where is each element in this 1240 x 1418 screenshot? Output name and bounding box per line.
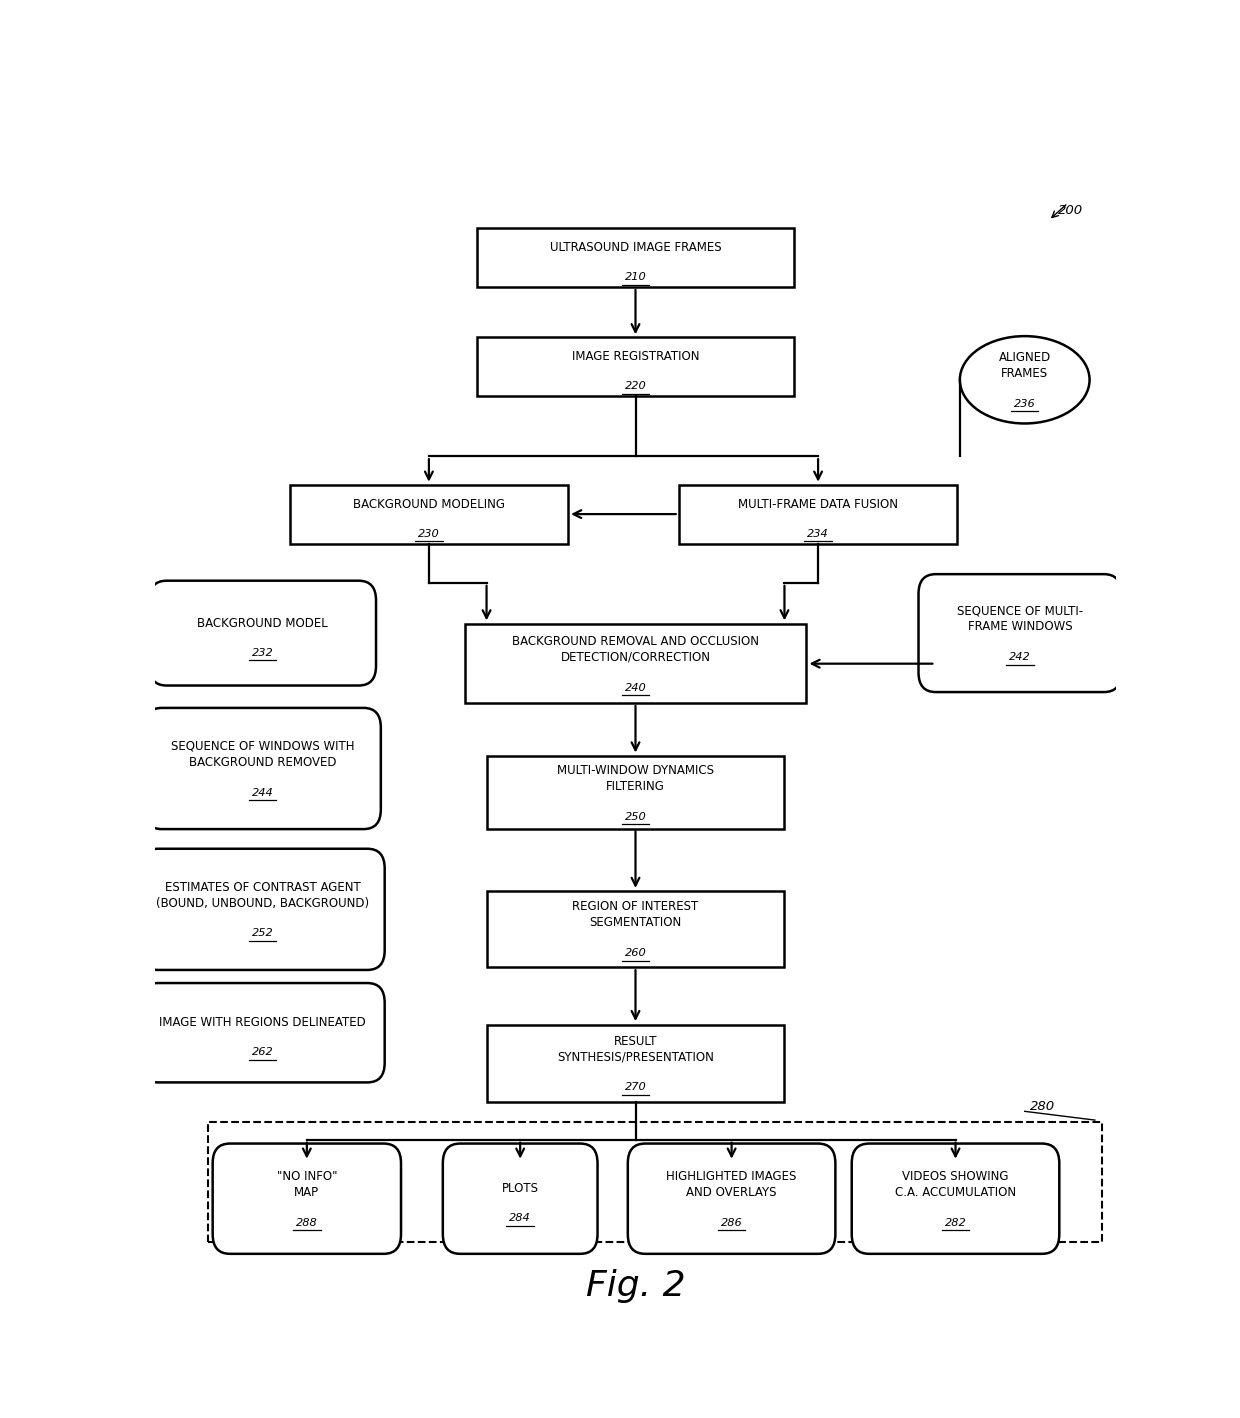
FancyBboxPatch shape xyxy=(627,1143,836,1254)
Text: SEQUENCE OF MULTI-
FRAME WINDOWS: SEQUENCE OF MULTI- FRAME WINDOWS xyxy=(957,604,1083,634)
Text: MULTI-WINDOW DYNAMICS
FILTERING: MULTI-WINDOW DYNAMICS FILTERING xyxy=(557,764,714,793)
FancyBboxPatch shape xyxy=(213,1143,401,1254)
Text: 280: 280 xyxy=(1029,1100,1055,1113)
Text: HIGHLIGHTED IMAGES
AND OVERLAYS: HIGHLIGHTED IMAGES AND OVERLAYS xyxy=(666,1170,797,1200)
Text: PLOTS: PLOTS xyxy=(502,1183,538,1195)
FancyBboxPatch shape xyxy=(140,983,384,1082)
Text: 284: 284 xyxy=(510,1214,531,1224)
Text: 236: 236 xyxy=(1014,398,1035,408)
Bar xyxy=(486,891,785,967)
Text: 286: 286 xyxy=(720,1218,743,1228)
Text: 262: 262 xyxy=(252,1048,274,1058)
Text: 260: 260 xyxy=(625,949,646,959)
Text: ALIGNED
FRAMES: ALIGNED FRAMES xyxy=(998,352,1050,380)
Text: 242: 242 xyxy=(1009,652,1030,662)
Text: ULTRASOUND IMAGE FRAMES: ULTRASOUND IMAGE FRAMES xyxy=(549,241,722,254)
FancyBboxPatch shape xyxy=(443,1143,598,1254)
FancyBboxPatch shape xyxy=(149,581,376,685)
Text: 252: 252 xyxy=(252,929,274,939)
Text: Fig. 2: Fig. 2 xyxy=(585,1269,686,1303)
Text: 282: 282 xyxy=(945,1218,966,1228)
Text: BACKGROUND MODELING: BACKGROUND MODELING xyxy=(353,498,505,510)
Text: 288: 288 xyxy=(296,1218,317,1228)
FancyBboxPatch shape xyxy=(144,708,381,830)
Ellipse shape xyxy=(960,336,1090,424)
Bar xyxy=(486,1025,785,1102)
Text: 200: 200 xyxy=(1058,204,1084,217)
Text: 220: 220 xyxy=(625,381,646,391)
Text: SEQUENCE OF WINDOWS WITH
BACKGROUND REMOVED: SEQUENCE OF WINDOWS WITH BACKGROUND REMO… xyxy=(171,740,355,769)
Bar xyxy=(477,228,794,286)
Text: 244: 244 xyxy=(252,787,274,797)
FancyBboxPatch shape xyxy=(919,574,1121,692)
Text: BACKGROUND REMOVAL AND OCCLUSION
DETECTION/CORRECTION: BACKGROUND REMOVAL AND OCCLUSION DETECTI… xyxy=(512,635,759,664)
Bar xyxy=(678,485,957,543)
Text: RESULT
SYNTHESIS/PRESENTATION: RESULT SYNTHESIS/PRESENTATION xyxy=(557,1035,714,1064)
Bar xyxy=(208,1122,1101,1242)
Text: BACKGROUND MODEL: BACKGROUND MODEL xyxy=(197,617,329,630)
FancyBboxPatch shape xyxy=(140,849,384,970)
Text: IMAGE WITH REGIONS DELINEATED: IMAGE WITH REGIONS DELINEATED xyxy=(159,1017,366,1029)
Bar xyxy=(486,756,785,828)
Bar xyxy=(465,624,806,703)
Text: "NO INFO"
MAP: "NO INFO" MAP xyxy=(277,1170,337,1200)
Text: IMAGE REGISTRATION: IMAGE REGISTRATION xyxy=(572,350,699,363)
Text: 250: 250 xyxy=(625,811,646,821)
Text: VIDEOS SHOWING
C.A. ACCUMULATION: VIDEOS SHOWING C.A. ACCUMULATION xyxy=(895,1170,1016,1200)
Text: 232: 232 xyxy=(252,648,274,658)
Text: ESTIMATES OF CONTRAST AGENT
(BOUND, UNBOUND, BACKGROUND): ESTIMATES OF CONTRAST AGENT (BOUND, UNBO… xyxy=(156,881,370,910)
Text: 234: 234 xyxy=(807,529,830,539)
Text: 230: 230 xyxy=(418,529,440,539)
Text: 240: 240 xyxy=(625,682,646,693)
Text: 270: 270 xyxy=(625,1082,646,1092)
FancyBboxPatch shape xyxy=(852,1143,1059,1254)
Text: MULTI-FRAME DATA FUSION: MULTI-FRAME DATA FUSION xyxy=(738,498,898,510)
Bar xyxy=(289,485,568,543)
Text: 210: 210 xyxy=(625,272,646,282)
Text: REGION OF INTEREST
SEGMENTATION: REGION OF INTEREST SEGMENTATION xyxy=(573,900,698,929)
Bar xyxy=(477,337,794,396)
